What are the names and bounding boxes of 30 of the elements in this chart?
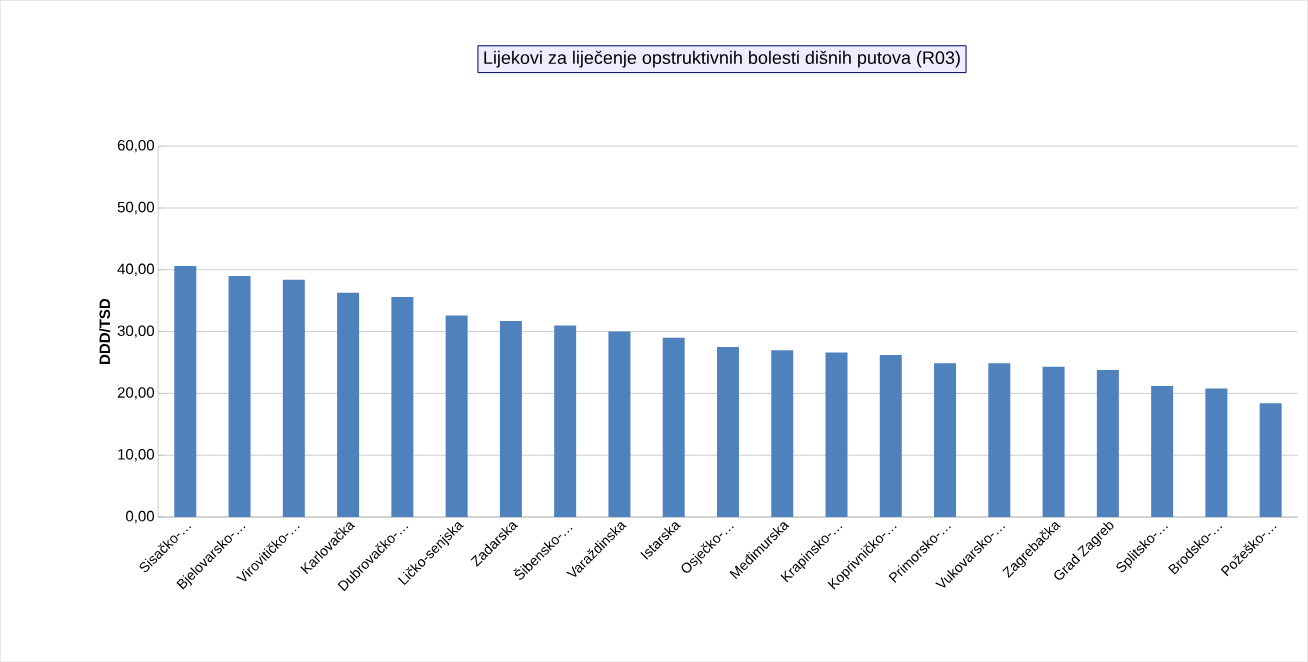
bar (662, 337, 685, 517)
bar (879, 355, 902, 517)
chart-title: Lijekovi za liječenje opstruktivnih bolesti dišnih putova (R03) (484, 50, 960, 68)
bar (1096, 369, 1119, 517)
bar (771, 350, 794, 517)
bar (174, 265, 197, 517)
bar (445, 315, 468, 517)
y-tick-label: 50,00 (117, 201, 155, 215)
bar (228, 275, 251, 517)
bar (391, 296, 414, 517)
bar (337, 292, 360, 517)
bar (934, 363, 957, 517)
bar (1259, 403, 1282, 517)
y-tick-label: 20,00 (117, 387, 155, 400)
y-tick-label: 10,00 (118, 448, 155, 462)
y-tick-label: 60,00 (117, 139, 155, 153)
bar (554, 325, 577, 517)
bar (716, 346, 739, 517)
bar (1205, 388, 1228, 517)
bar (499, 321, 522, 517)
bar (988, 363, 1011, 517)
bar (1151, 385, 1174, 517)
bar (825, 352, 848, 517)
bar (1042, 366, 1065, 517)
y-tick-label: 40,00 (117, 263, 155, 276)
y-tick-label: 0,00 (126, 510, 155, 524)
y-tick-label: 30,00 (117, 325, 155, 338)
bar (282, 279, 305, 517)
y-axis-title: DDD/TSD (99, 298, 111, 364)
bar (608, 331, 631, 517)
